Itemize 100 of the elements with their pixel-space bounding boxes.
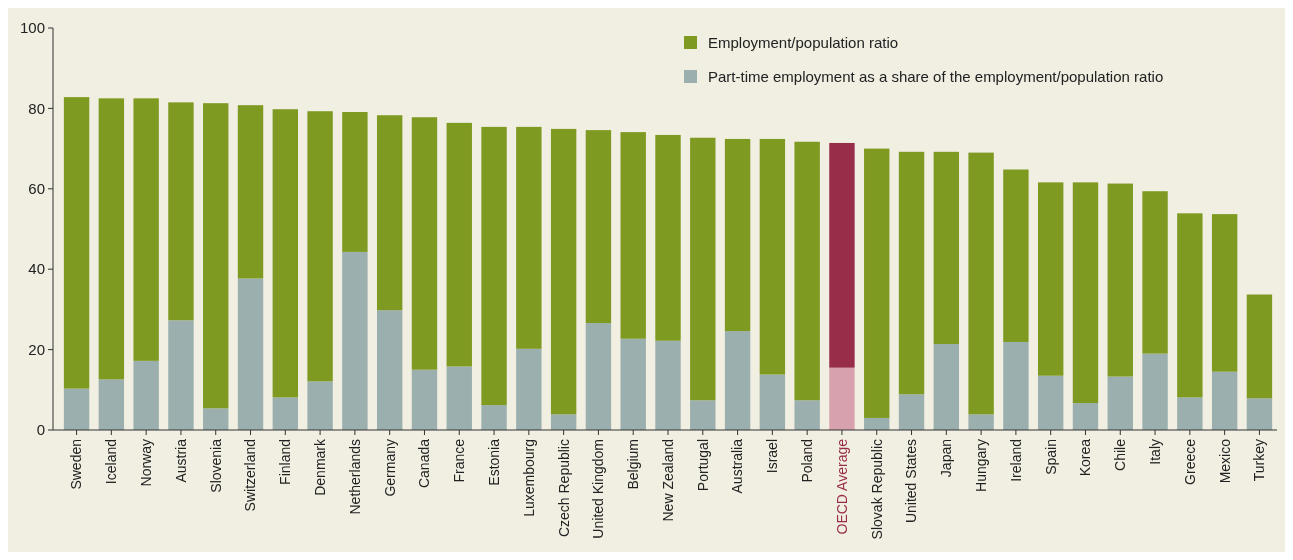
bar — [63, 388, 90, 430]
bar — [550, 128, 577, 415]
x-tick-label: Sweden — [68, 439, 85, 490]
bar — [307, 381, 333, 430]
bar — [968, 414, 994, 430]
bar — [203, 408, 229, 430]
x-tick-label: Germany — [381, 439, 398, 497]
y-tick-label: 20 — [28, 340, 45, 358]
bar — [168, 102, 194, 321]
bar — [516, 126, 542, 349]
bar — [933, 343, 960, 430]
bar — [933, 151, 960, 344]
bar — [690, 400, 716, 430]
x-tick-label: Belgium — [625, 439, 642, 490]
bar — [1177, 213, 1203, 398]
x-tick-label: Estonia — [485, 438, 502, 486]
bar — [794, 400, 820, 430]
x-tick-label: Luxembourg — [520, 439, 537, 517]
bar — [376, 310, 403, 430]
bar — [237, 278, 264, 430]
bar — [307, 111, 333, 382]
bar — [655, 134, 681, 341]
x-tick-label: Greece — [1181, 438, 1198, 485]
x-tick-label: Japan — [938, 439, 955, 478]
bar — [620, 338, 646, 430]
x-tick-label: Poland — [799, 439, 816, 483]
x-tick-label: Turkey — [1251, 439, 1268, 482]
bar — [1211, 214, 1238, 372]
bar — [481, 126, 507, 406]
x-tick-label: Slovak Republic — [868, 439, 885, 540]
bar — [98, 379, 125, 430]
bar — [1107, 376, 1133, 430]
x-tick-label: Finland — [277, 439, 294, 485]
x-tick-label: Australia — [729, 438, 746, 494]
bar — [481, 405, 507, 430]
bar — [446, 122, 472, 367]
bar — [898, 394, 925, 430]
x-tick-label: Netherlands — [346, 439, 363, 515]
bar — [724, 331, 751, 430]
bar — [272, 397, 299, 430]
y-tick-label: 60 — [28, 180, 45, 198]
x-tick-label: United Kingdom — [590, 439, 607, 539]
bar — [898, 151, 925, 395]
bar — [272, 109, 299, 398]
bar — [1246, 398, 1273, 430]
bar — [342, 112, 368, 252]
bar — [585, 130, 612, 324]
bar — [63, 97, 90, 389]
bar — [620, 132, 646, 339]
bar — [550, 414, 577, 430]
x-tick-label: Norway — [138, 439, 155, 487]
bar — [1072, 182, 1099, 404]
bar — [1003, 169, 1029, 342]
bar — [585, 323, 612, 430]
x-tick-label: Slovenia — [207, 438, 224, 493]
bar — [342, 251, 368, 430]
bar — [1003, 341, 1029, 430]
x-tick-label: Canada — [416, 438, 433, 489]
bar — [1142, 191, 1168, 354]
bar — [411, 369, 438, 430]
y-tick-label: 40 — [28, 260, 45, 278]
bar — [133, 98, 159, 361]
bar — [168, 320, 194, 430]
bar — [1246, 294, 1273, 399]
x-tick-label: Italy — [1146, 439, 1163, 465]
x-tick-label: OECD Average — [833, 438, 850, 535]
y-tick-label: 80 — [28, 99, 45, 117]
x-tick-label: Mexico — [1216, 438, 1233, 484]
bar — [376, 115, 403, 311]
y-tick-label: 100 — [19, 19, 45, 37]
bar — [446, 366, 472, 430]
bar — [829, 367, 855, 430]
x-tick-label: Czech Republic — [555, 439, 572, 538]
bar — [1177, 397, 1203, 430]
bar — [203, 103, 229, 409]
x-tick-label: Denmark — [312, 438, 328, 496]
x-tick-label: Switzerland — [242, 439, 259, 512]
legend-label: Employment/population ratio — [708, 34, 899, 52]
bar — [759, 374, 786, 430]
bar — [829, 142, 855, 368]
bar — [759, 138, 786, 375]
x-tick-label: Hungary — [973, 439, 990, 492]
bar — [864, 148, 890, 418]
bar — [864, 417, 890, 430]
y-tick-label: 0 — [36, 421, 45, 439]
x-tick-label: Ireland — [1007, 439, 1024, 482]
bar — [98, 98, 125, 380]
x-tick-label: Portugal — [694, 439, 711, 492]
x-tick-label: Israel — [764, 439, 781, 474]
bar — [133, 360, 159, 430]
bar — [1037, 182, 1064, 376]
bar — [1037, 375, 1064, 430]
bar — [411, 117, 438, 370]
x-tick-label: Austria — [172, 438, 189, 483]
bar — [690, 137, 716, 401]
bar — [516, 348, 542, 430]
x-tick-label: Iceland — [103, 439, 120, 485]
x-tick-label: United States — [903, 439, 920, 524]
x-tick-label: Chile — [1112, 438, 1129, 471]
bar — [724, 138, 751, 332]
